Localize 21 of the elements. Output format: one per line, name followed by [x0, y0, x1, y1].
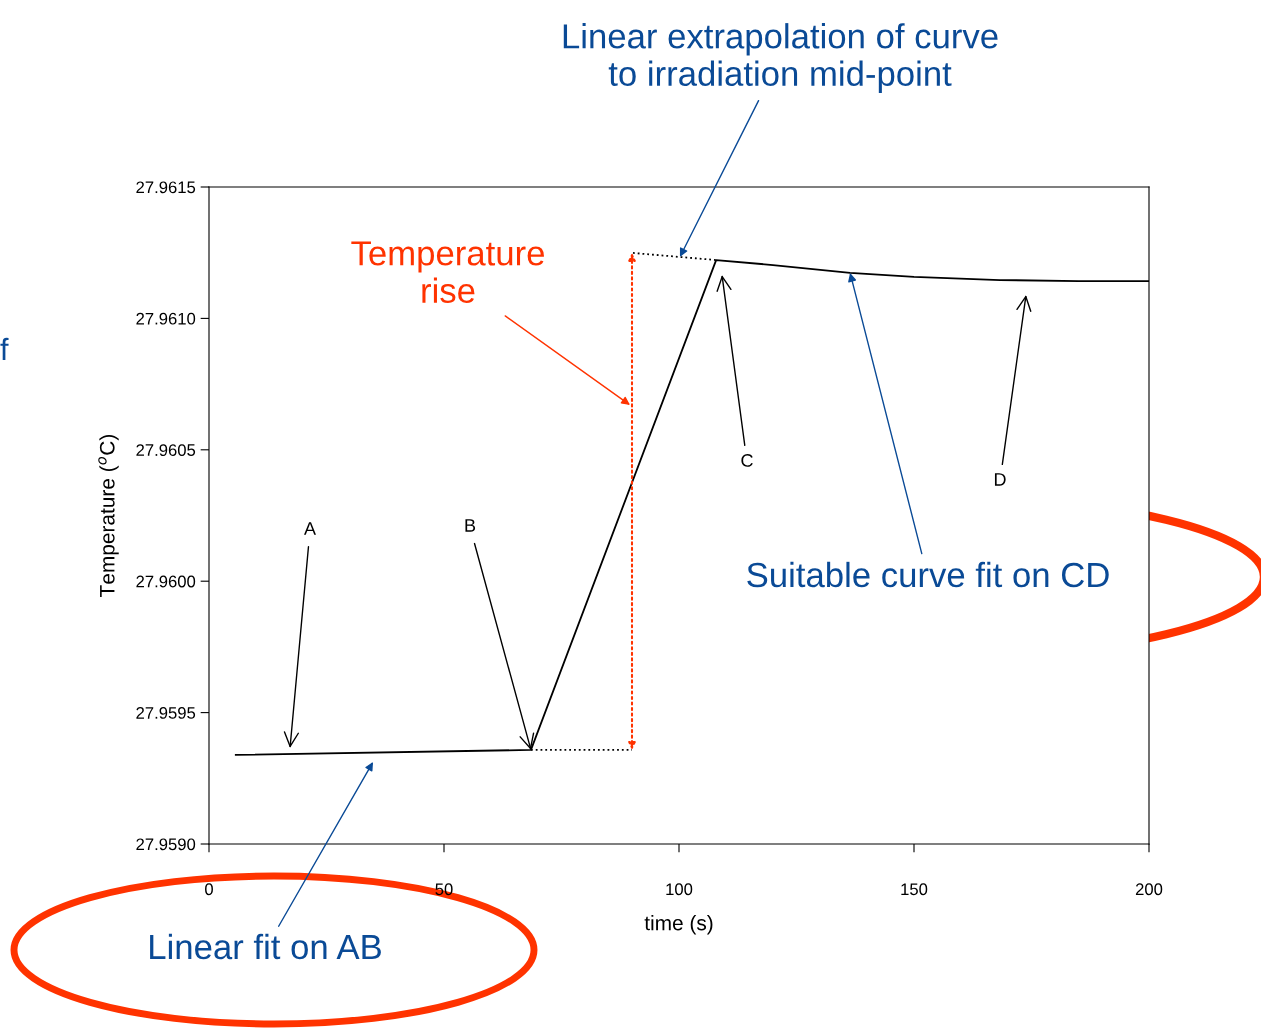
annotation: C [741, 454, 753, 467]
y-tick-label: 27.9610 [136, 312, 196, 325]
annotation: B [465, 519, 476, 532]
annotation: Linear extrapolation of curve to irradiation mid-point [563, 23, 998, 93]
annotation: Temperature rise [351, 241, 544, 304]
annotation: A [304, 522, 316, 535]
x-tick-label: 100 [666, 883, 693, 896]
x-axis-title: time (s) [644, 915, 713, 935]
y-tick-label: 27.9605 [136, 444, 196, 456]
annotation: Suitable curve fit on CD [747, 561, 1109, 588]
annotation: D [994, 473, 1006, 486]
x-tick-label: 150 [901, 883, 928, 896]
y-tick-label: 27.9595 [136, 707, 196, 719]
y-tick-label: 27.9590 [136, 838, 196, 851]
x-tick-label: 0 [205, 883, 213, 896]
y-tick-label: 27.9600 [136, 575, 196, 588]
text: f [0, 337, 9, 360]
y-tick-label: 27.9615 [136, 181, 196, 194]
text: Linear fit on AB [150, 933, 381, 960]
x-tick-label: 200 [1135, 883, 1163, 896]
y-axis-title: Temperature ($^{o}$C) [98, 435, 119, 597]
